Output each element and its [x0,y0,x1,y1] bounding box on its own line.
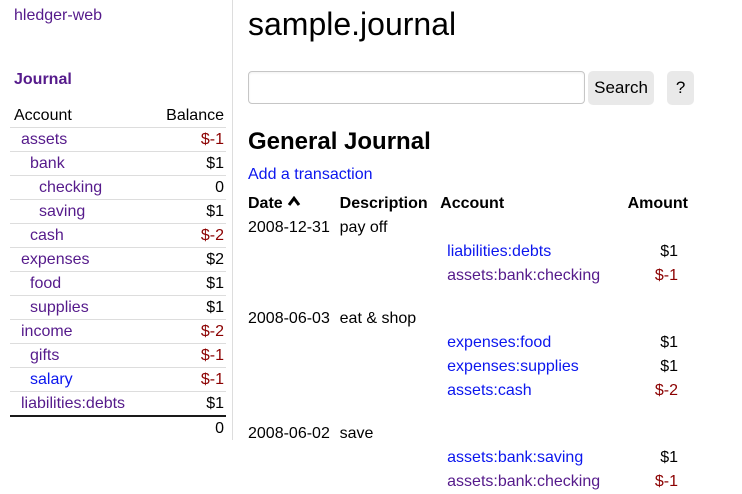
account-row: income $-2 [10,319,226,344]
posting-amount: $-1 [654,267,678,284]
account-row: food $1 [10,271,226,296]
search-form: Search ? [248,70,694,105]
accounts-total-row: 0 [10,416,226,440]
account-balance: $-1 [200,347,224,364]
posting-account-link[interactable]: expenses:food [447,334,552,351]
account-row: gifts $-1 [10,343,226,368]
search-button[interactable]: Search [587,70,655,105]
transaction-description: pay off [339,219,388,236]
search-help-button[interactable]: ? [667,70,694,105]
journal-heading: General Journal [248,128,431,155]
add-transaction-link[interactable]: Add a transaction [248,166,373,183]
account-balance: $-2 [200,227,224,244]
posting-row: assets:bank:saving $1 [248,446,688,470]
transaction-date: 2008-12-31 [248,219,330,236]
posting-row: expenses:supplies $1 [248,355,688,379]
transaction-title-row: 2008-06-02 save [248,422,688,446]
account-row: expenses $2 [10,247,226,272]
sidebar-account-link[interactable]: checking [39,179,103,196]
posting-amount: $1 [660,243,678,260]
account-row: liabilities:debts $1 [10,391,226,417]
posting-row: expenses:food $1 [248,331,688,355]
posting-account-link[interactable]: assets:bank:saving [447,449,584,466]
transaction-title-row: 2008-06-03 eat & shop [248,307,688,331]
account-balance: $-1 [200,131,224,148]
posting-row: liabilities:debts $1 [248,240,688,264]
search-input[interactable] [248,71,585,104]
transaction-date: 2008-06-03 [248,310,330,327]
account-row: cash $-2 [10,223,226,248]
posting-row: assets:bank:checking $-1 [248,264,688,288]
journal-header-row: Date Description Account Amount [248,192,688,216]
account-row: saving $1 [10,199,226,224]
column-header-description[interactable]: Description [339,195,428,212]
accounts-header-row: Account Balance [10,104,226,128]
main-content: sample.journal Search ? General Journal … [248,0,694,494]
account-balance: $-2 [200,323,224,340]
account-balance: $1 [206,155,224,172]
posting-amount: $-1 [654,473,678,490]
posting-row: assets:cash $-2 [248,379,688,403]
sidebar-account-link[interactable]: expenses [21,251,90,268]
transaction-title-row: 2008-12-31 pay off [248,216,688,240]
sidebar-account-link[interactable]: salary [30,371,73,388]
posting-account-link[interactable]: liabilities:debts [447,243,552,260]
posting-account-link[interactable]: expenses:supplies [447,358,579,375]
transaction-spacer [248,403,688,422]
sidebar-account-link[interactable]: saving [39,203,86,220]
account-balance: $1 [206,275,224,292]
date-header-label: Date [248,195,283,212]
app-title-link[interactable]: hledger-web [14,7,103,24]
account-balance: $1 [206,203,224,220]
column-header-date[interactable]: Date [248,192,340,216]
transaction-description: save [339,425,374,442]
sidebar-account-link[interactable]: liabilities:debts [21,395,126,412]
sidebar-item-journal[interactable]: Journal [14,71,72,88]
posting-row: assets:bank:checking $-1 [248,470,688,494]
column-header-amount[interactable]: Amount [627,195,688,212]
posting-account-link[interactable]: assets:bank:checking [447,473,601,490]
posting-account-link[interactable]: assets:bank:checking [447,267,601,284]
posting-amount: $1 [660,334,678,351]
transaction-spacer [248,288,688,307]
accounts-table: Account Balance assets $-1 bank $1 checking 0… [10,104,226,440]
account-row: supplies $1 [10,295,226,320]
journal-table: Date Description Account Amount 2008-12-… [248,192,688,494]
account-row: bank $1 [10,151,226,176]
account-balance: 0 [215,179,224,196]
sidebar-account-link[interactable]: income [21,323,73,340]
sidebar-account-link[interactable]: cash [30,227,64,244]
posting-amount: $1 [660,358,678,375]
posting-amount: $-2 [654,382,678,399]
sidebar-account-link[interactable]: gifts [30,347,60,364]
sidebar-account-link[interactable]: food [30,275,62,292]
account-balance: $2 [206,251,224,268]
posting-amount: $1 [660,449,678,466]
sidebar: hledger-web Journal Account Balance asse… [0,0,233,440]
column-header-account[interactable]: Account [440,195,505,212]
accounts-header-account: Account [14,107,72,124]
account-row: checking 0 [10,175,226,200]
account-row: assets $-1 [10,127,226,152]
accounts-header-balance: Balance [166,107,224,124]
transaction-date: 2008-06-02 [248,425,330,442]
account-balance: $1 [206,299,224,316]
page-title: sample.journal [248,6,457,42]
account-balance: $-1 [200,371,224,388]
posting-account-link[interactable]: assets:cash [447,382,532,399]
sidebar-account-link[interactable]: bank [30,155,65,172]
account-balance: $1 [206,395,224,412]
sidebar-account-link[interactable]: supplies [30,299,89,316]
chevron-up-icon [287,195,300,206]
sidebar-account-link[interactable]: assets [21,131,68,148]
account-row: salary $-1 [10,367,226,392]
accounts-total-balance: 0 [215,420,224,437]
transaction-description: eat & shop [339,310,417,327]
